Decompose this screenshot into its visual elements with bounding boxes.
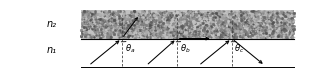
Text: $\theta_b$: $\theta_b$ (180, 42, 190, 55)
Bar (81, 10, 294, 39)
Text: n₂: n₂ (47, 19, 56, 29)
Text: n₁: n₁ (47, 45, 56, 55)
Text: $\theta_a$: $\theta_a$ (125, 42, 135, 55)
Text: $\theta_c$: $\theta_c$ (234, 42, 245, 55)
